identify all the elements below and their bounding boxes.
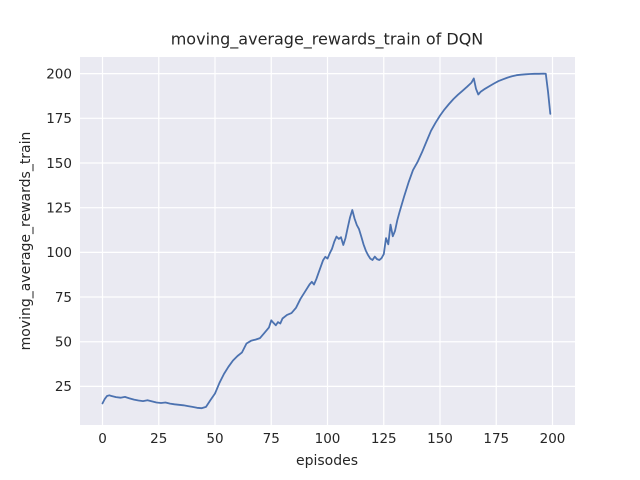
y-tick-label: 200 (46, 66, 72, 82)
y-tick-label: 150 (46, 156, 72, 172)
x-tick-label: 75 (263, 431, 280, 447)
x-tick-label: 175 (483, 431, 509, 447)
y-tick-label: 50 (55, 335, 72, 351)
grid-lines (80, 57, 575, 425)
x-tick-label: 50 (206, 431, 223, 447)
x-tick-labels: 0 25 50 75 100 125 150 175 200 (98, 431, 565, 447)
y-axis-label: moving_average_rewards_train (18, 131, 34, 351)
y-tick-label: 125 (46, 200, 72, 216)
y-tick-labels: 25 50 75 100 125 150 175 200 (46, 66, 72, 395)
y-tick-label: 100 (46, 245, 72, 261)
chart-title: moving_average_rewards_train of DQN (170, 29, 484, 49)
data-line-dqn (101, 72, 552, 410)
y-tick-label: 25 (55, 379, 72, 395)
x-tick-label: 100 (315, 431, 341, 447)
x-tick-label: 25 (150, 431, 167, 447)
y-tick-label: 75 (55, 290, 72, 306)
y-tick-label: 175 (46, 111, 72, 127)
x-tick-label: 150 (427, 431, 453, 447)
x-tick-label: 125 (371, 431, 397, 447)
x-axis-label: episodes (295, 453, 359, 469)
x-tick-label: 200 (540, 431, 566, 447)
x-tick-label: 0 (98, 431, 107, 447)
